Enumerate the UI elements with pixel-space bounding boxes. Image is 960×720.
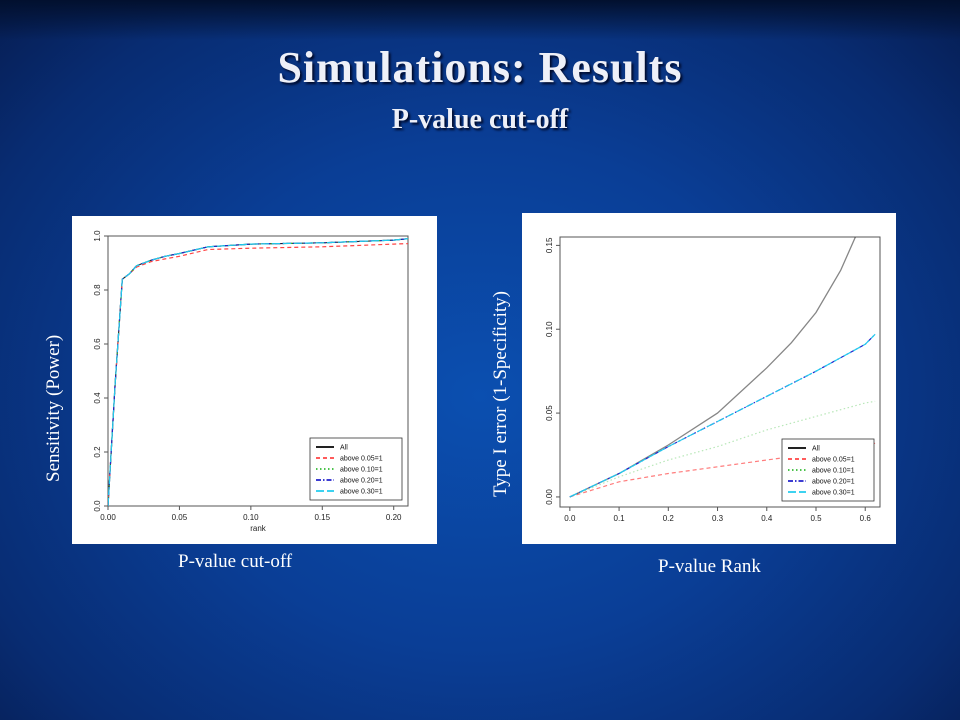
x-axis-label: rank [250, 524, 267, 533]
y-tick-label: 0.4 [93, 392, 102, 404]
legend-label: above 0.10=1 [812, 468, 855, 475]
plot-frame [107, 235, 409, 507]
right-chart-panel: 0.0 0.1 0.2 0.3 0.4 0.5 0.6 0.00 0.05 0.10 0.15 All… [522, 213, 896, 544]
y-tick-label: 0.10 [545, 321, 554, 337]
x-tick-label: 0.20 [386, 513, 402, 522]
legend-label: above 0.20=1 [340, 478, 383, 485]
legend-label: above 0.30=1 [812, 490, 855, 497]
legend-label: All [340, 445, 348, 452]
legend-label: above 0.10=1 [340, 467, 383, 474]
x-tick-label: 0.1 [614, 514, 626, 523]
legend-label: above 0.20=1 [812, 479, 855, 486]
x-tick-label: 0.0 [564, 514, 576, 523]
x-tick-label: 0.05 [172, 513, 188, 522]
sensitivity-chart: 0.00 0.05 0.10 0.15 0.20 0.0 0.2 0.4 0.6 0.8 1.0 ra… [93, 230, 409, 533]
y-tick-label: 0.05 [545, 405, 554, 421]
series-line-above-0-05-1 [569, 442, 876, 498]
series-line-above-0-30-1 [569, 333, 876, 498]
plot-frame [559, 236, 881, 508]
top-shadow-band [0, 0, 960, 40]
left-x-caption: P-value cut-off [178, 551, 293, 572]
legend-label: above 0.05=1 [812, 457, 855, 464]
y-tick-label: 0.15 [545, 237, 554, 253]
series-group [108, 238, 408, 506]
legend-label: above 0.30=1 [340, 489, 383, 496]
x-tick-label: 0.4 [761, 514, 773, 523]
x-tick-label: 0.6 [860, 514, 872, 523]
y-tick-label: 1.0 [93, 230, 102, 242]
y-tick-label: 0.6 [93, 338, 102, 350]
legend-label: All [812, 446, 820, 453]
slide-title: Simulations: Results [277, 43, 683, 92]
x-tick-label: 0.15 [314, 513, 330, 522]
y-tick-label: 0.8 [93, 284, 102, 296]
x-tick-label: 0.5 [810, 514, 822, 523]
slide-subtitle: P-value cut-off [391, 104, 569, 135]
x-tick-label: 0.3 [712, 514, 724, 523]
type1-error-chart: 0.0 0.1 0.2 0.3 0.4 0.5 0.6 0.00 0.05 0.10 0.15 All… [545, 236, 881, 523]
y-tick-label: 0.0 [93, 500, 102, 512]
x-tick-label: 0.10 [243, 513, 259, 522]
x-tick-label: 0.2 [663, 514, 675, 523]
legend-label: above 0.05=1 [340, 456, 383, 463]
x-tick-label: 0.00 [100, 513, 116, 522]
left-chart-panel: 0.00 0.05 0.10 0.15 0.20 0.0 0.2 0.4 0.6 0.8 1.0 ra… [72, 216, 437, 544]
series-group [569, 237, 876, 498]
y-tick-label: 0.2 [93, 446, 102, 458]
left-y-caption: Sensitivity (Power) [43, 334, 64, 482]
y-tick-label: 0.00 [545, 489, 554, 505]
series-line-above-0-30-1 [108, 238, 408, 506]
right-y-caption: Type I error (1-Specificity) [490, 291, 511, 497]
right-x-caption: P-value Rank [658, 556, 761, 577]
